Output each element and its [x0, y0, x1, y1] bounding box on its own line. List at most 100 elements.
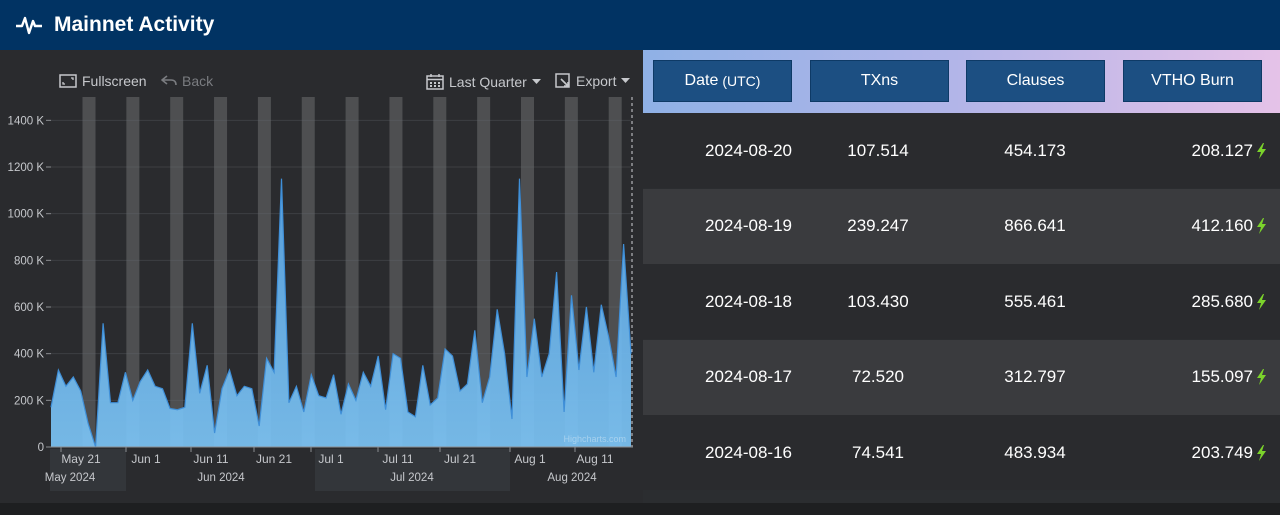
- x-tick-label: Aug 11: [576, 452, 613, 466]
- weekend-band: [126, 97, 140, 447]
- activity-chart: 0 200 K 400 K 600 K 800 K 1000 K 1200 K 1400 K M…: [8, 97, 633, 491]
- app-header: Mainnet Activity: [0, 0, 1280, 50]
- chevron-down-icon: [621, 78, 631, 83]
- txns-cell: 107.514: [828, 113, 928, 188]
- date-cell: 2024-08-19: [643, 189, 854, 264]
- table-row: 2024-08-18 103.430 555.461 285.680: [643, 264, 1280, 339]
- lightning-bolt-icon: [1257, 142, 1266, 159]
- clauses-cell-value: 866.641: [1004, 216, 1066, 235]
- weekend-band: [170, 97, 184, 447]
- fullscreen-icon: [59, 74, 77, 88]
- x-major-label: Aug 2024: [547, 472, 597, 484]
- fullscreen-label: Fullscreen: [82, 73, 147, 89]
- y-tick-label: 0: [38, 442, 44, 454]
- txns-cell-value: 103.430: [847, 291, 909, 311]
- lightning-bolt-icon: [1257, 293, 1266, 310]
- vtho-burn-cell: 285.680: [1192, 264, 1267, 339]
- y-tick-label: 600 K: [14, 302, 44, 314]
- column-header-date[interactable]: Date (UTC): [653, 60, 792, 102]
- vtho-burn-cell: 412.160: [1192, 189, 1267, 264]
- table-header: Date (UTC) TXns Clauses VTHO Burn: [643, 50, 1280, 113]
- table-row: 2024-08-19 239.247 866.641 412.160: [643, 188, 1280, 264]
- txns-cell-value: 239.247: [847, 216, 909, 235]
- txns-cell-value: 74.541: [852, 442, 904, 462]
- date-cell-value: 2024-08-17: [705, 367, 792, 386]
- export-dropdown[interactable]: Export: [555, 73, 631, 89]
- clauses-cell: 312.797: [985, 340, 1085, 415]
- date-cell-value: 2024-08-19: [705, 216, 792, 235]
- x-tick-label: Jun 1: [131, 452, 161, 466]
- lightning-bolt-icon: [1257, 444, 1266, 461]
- chart-panel: 0 200 K 400 K 600 K 800 K 1000 K 1200 K 1400 K M…: [0, 50, 643, 503]
- clauses-cell: 555.461: [985, 264, 1085, 339]
- txns-cell: 72.520: [828, 340, 928, 415]
- vtho-burn-cell-value: 203.749: [1191, 442, 1253, 462]
- page-title: Mainnet Activity: [54, 13, 215, 36]
- weekend-band: [477, 97, 491, 447]
- series-line: [50, 178, 632, 448]
- date-cell-value: 2024-08-18: [705, 291, 792, 311]
- x-major-label: Jul 2024: [390, 472, 434, 484]
- vtho-burn-cell: 155.097: [1192, 340, 1267, 415]
- x-tick-label: Jul 1: [318, 452, 344, 466]
- clauses-cell: 454.173: [985, 113, 1085, 188]
- vtho-burn-cell: 203.749: [1192, 415, 1267, 490]
- column-header-date-sub: (UTC): [722, 73, 761, 89]
- range-dropdown[interactable]: Last Quarter: [426, 73, 541, 90]
- column-header-clauses-label: Clauses: [1006, 72, 1065, 89]
- clauses-cell-value: 555.461: [1004, 291, 1066, 311]
- x-major-label: May 2024: [45, 472, 96, 484]
- x-tick-label: Jun 11: [193, 452, 228, 466]
- clauses-cell: 483.934: [985, 415, 1085, 490]
- column-header-txns-label: TXns: [860, 72, 899, 89]
- x-tick-label: Jul 21: [444, 452, 476, 466]
- export-label: Export: [576, 73, 617, 89]
- date-cell-value: 2024-08-20: [705, 140, 792, 160]
- vtho-burn-cell-value: 412.160: [1191, 216, 1253, 235]
- vtho-burn-cell-value: 285.680: [1191, 291, 1253, 311]
- txns-cell: 103.430: [828, 264, 928, 339]
- activity-pulse-icon: [16, 16, 42, 35]
- back-label: Back: [182, 73, 214, 89]
- date-cell-value: 2024-08-16: [705, 442, 792, 462]
- vtho-burn-cell-value: 155.097: [1191, 367, 1253, 386]
- lightning-bolt-icon: [1257, 218, 1266, 234]
- clauses-cell-value: 483.934: [1004, 442, 1066, 462]
- column-header-txns[interactable]: TXns: [810, 60, 949, 102]
- weekend-band: [82, 97, 96, 447]
- clauses-cell: 866.641: [985, 189, 1085, 264]
- range-label: Last Quarter: [449, 73, 527, 90]
- export-icon: [555, 73, 570, 88]
- calendar-icon: [426, 74, 444, 90]
- activity-table: Date (UTC) TXns Clauses VTHO Burn 2024-0…: [643, 50, 1280, 503]
- table-row: 2024-08-17 72.520 312.797 155.097: [643, 339, 1280, 415]
- txns-cell: 239.247: [828, 189, 928, 264]
- weekend-band: [301, 97, 315, 447]
- back-button[interactable]: Back: [161, 73, 213, 89]
- chart-watermark: Highcharts.com: [563, 434, 626, 444]
- y-tick-label: 1200 K: [8, 162, 45, 174]
- weekend-band: [345, 97, 359, 447]
- fullscreen-button[interactable]: Fullscreen: [59, 73, 147, 89]
- date-cell: 2024-08-17: [643, 340, 854, 415]
- table-row: 2024-08-20 107.514 454.173 208.127: [643, 113, 1280, 188]
- vtho-burn-cell-value: 208.127: [1191, 140, 1253, 160]
- x-tick-label: Jul 11: [382, 452, 413, 466]
- x-major-label: Jun 2024: [197, 472, 245, 484]
- y-tick-label: 1000 K: [8, 209, 45, 221]
- clauses-cell-value: 454.173: [1004, 140, 1066, 160]
- column-header-clauses[interactable]: Clauses: [966, 60, 1105, 102]
- date-cell: 2024-08-16: [643, 415, 854, 490]
- y-tick-label: 400 K: [14, 349, 44, 361]
- column-header-date-label: Date: [684, 72, 719, 89]
- date-cell: 2024-08-20: [643, 113, 854, 188]
- x-tick-label: May 21: [61, 452, 101, 466]
- column-header-vtho-label: VTHO Burn: [1151, 72, 1234, 89]
- x-tick-label: Jun 21: [256, 452, 292, 466]
- y-tick-label: 1400 K: [8, 115, 45, 127]
- txns-cell-value: 72.520: [852, 367, 904, 386]
- back-arrow-icon: [161, 75, 177, 86]
- y-tick-label: 800 K: [14, 255, 44, 267]
- column-header-vtho-burn[interactable]: VTHO Burn: [1123, 60, 1262, 102]
- txns-cell-value: 107.514: [847, 140, 909, 160]
